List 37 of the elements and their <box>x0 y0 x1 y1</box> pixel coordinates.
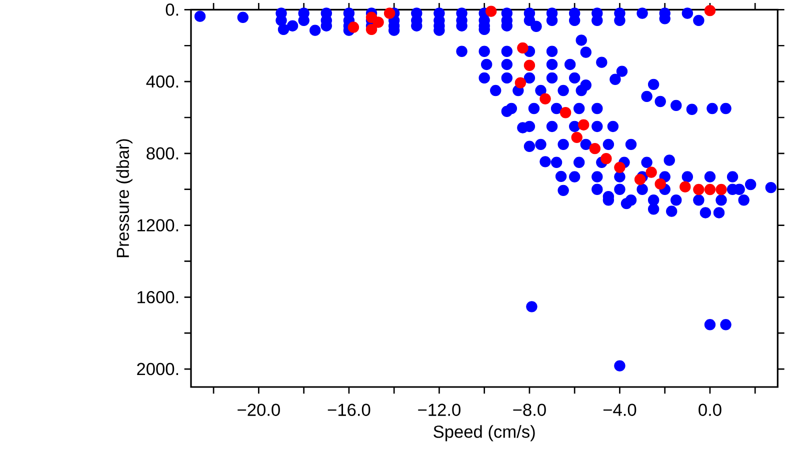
y-tick-label: 1600. <box>138 291 178 304</box>
point <box>384 8 396 19</box>
point <box>517 42 528 54</box>
x-tick-label: −20.0 <box>238 404 280 416</box>
point <box>646 166 657 178</box>
point <box>486 6 497 17</box>
y-tick-label: 0. <box>166 4 178 16</box>
x-tick-label: −16.0 <box>328 404 370 416</box>
point <box>560 107 572 118</box>
point <box>348 22 360 33</box>
x-tick-label: −4.0 <box>603 404 636 416</box>
point <box>571 132 582 144</box>
y-tick-label: 2000. <box>137 362 178 376</box>
point <box>704 4 716 16</box>
point <box>614 162 626 174</box>
point <box>589 142 601 154</box>
point <box>372 16 384 28</box>
point <box>704 184 716 196</box>
x-tick-label: −12.0 <box>418 404 460 416</box>
y-axis-title: Pressure (dbar) <box>116 139 132 258</box>
point <box>366 24 378 36</box>
y-tick-label: 1200. <box>138 219 178 232</box>
y-tick-label: 400. <box>146 75 178 88</box>
point <box>716 184 727 196</box>
point <box>680 181 691 192</box>
point <box>600 153 612 164</box>
point <box>654 178 666 190</box>
point <box>578 119 590 130</box>
point <box>514 77 526 88</box>
y-tick-label: 800. <box>146 147 178 160</box>
point <box>540 93 551 104</box>
x-axis-title: Speed (cm/s) <box>434 425 535 442</box>
x-tick-label: 0.0 <box>698 404 722 416</box>
point <box>634 174 646 186</box>
point <box>693 184 704 196</box>
point <box>524 60 536 71</box>
x-tick-label: −8.0 <box>513 404 546 416</box>
